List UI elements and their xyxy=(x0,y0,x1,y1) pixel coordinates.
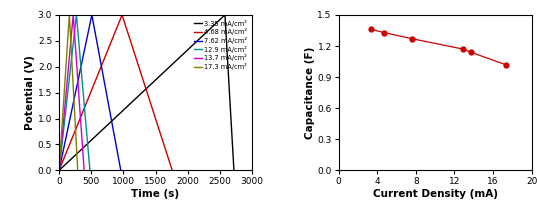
12.9 mA/cm² xyxy=(86,169,93,172)
12.9 mA/cm² xyxy=(73,14,79,16)
Y-axis label: Potential (V): Potential (V) xyxy=(25,55,35,130)
13.7 mA/cm² xyxy=(81,169,88,172)
17.3 mA/cm² xyxy=(75,169,81,172)
Y-axis label: Capacitance (F): Capacitance (F) xyxy=(304,46,315,139)
X-axis label: Current Density (mA): Current Density (mA) xyxy=(373,189,498,199)
12.9 mA/cm² xyxy=(56,169,62,172)
3.35 mA/cm² xyxy=(222,14,228,16)
17.3 mA/cm² xyxy=(56,169,62,172)
4.68 mA/cm² xyxy=(56,169,62,172)
7.62 mA/cm² xyxy=(89,14,95,16)
Line: 7.62 mA/cm²: 7.62 mA/cm² xyxy=(59,15,121,170)
Legend: 3.35 mA/cm², 4.68 mA/cm², 7.62 mA/cm², 12.9 mA/cm², 13.7 mA/cm², 17.3 mA/cm²: 3.35 mA/cm², 4.68 mA/cm², 7.62 mA/cm², 1… xyxy=(193,18,249,71)
Line: 13.7 mA/cm²: 13.7 mA/cm² xyxy=(59,15,84,170)
3.35 mA/cm² xyxy=(231,169,237,172)
13.7 mA/cm² xyxy=(70,14,76,16)
4.68 mA/cm² xyxy=(119,14,125,16)
3.35 mA/cm² xyxy=(56,169,62,172)
4.68 mA/cm² xyxy=(119,14,125,16)
12.9 mA/cm² xyxy=(73,14,79,16)
4.68 mA/cm² xyxy=(169,169,176,172)
Line: 17.3 mA/cm²: 17.3 mA/cm² xyxy=(59,15,78,170)
X-axis label: Time (s): Time (s) xyxy=(132,189,179,199)
7.62 mA/cm² xyxy=(89,14,95,16)
Line: 4.68 mA/cm²: 4.68 mA/cm² xyxy=(59,15,172,170)
13.7 mA/cm² xyxy=(56,169,62,172)
3.35 mA/cm² xyxy=(222,14,228,16)
Line: 12.9 mA/cm²: 12.9 mA/cm² xyxy=(59,15,90,170)
7.62 mA/cm² xyxy=(118,169,124,172)
7.62 mA/cm² xyxy=(56,169,62,172)
Line: 3.35 mA/cm²: 3.35 mA/cm² xyxy=(59,15,234,170)
17.3 mA/cm² xyxy=(66,14,72,16)
17.3 mA/cm² xyxy=(66,14,72,16)
13.7 mA/cm² xyxy=(70,14,76,16)
